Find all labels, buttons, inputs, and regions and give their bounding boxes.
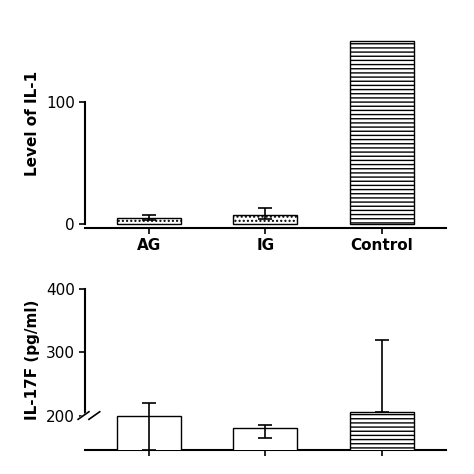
Bar (234, 428, 297, 474)
Bar (234, 215, 297, 224)
Bar (350, 412, 414, 474)
Y-axis label: IL-17F (pg/ml): IL-17F (pg/ml) (25, 300, 40, 420)
Bar (117, 416, 181, 474)
Y-axis label: Level of IL-1: Level of IL-1 (26, 71, 40, 176)
Bar (350, 41, 414, 224)
Bar (117, 218, 181, 224)
